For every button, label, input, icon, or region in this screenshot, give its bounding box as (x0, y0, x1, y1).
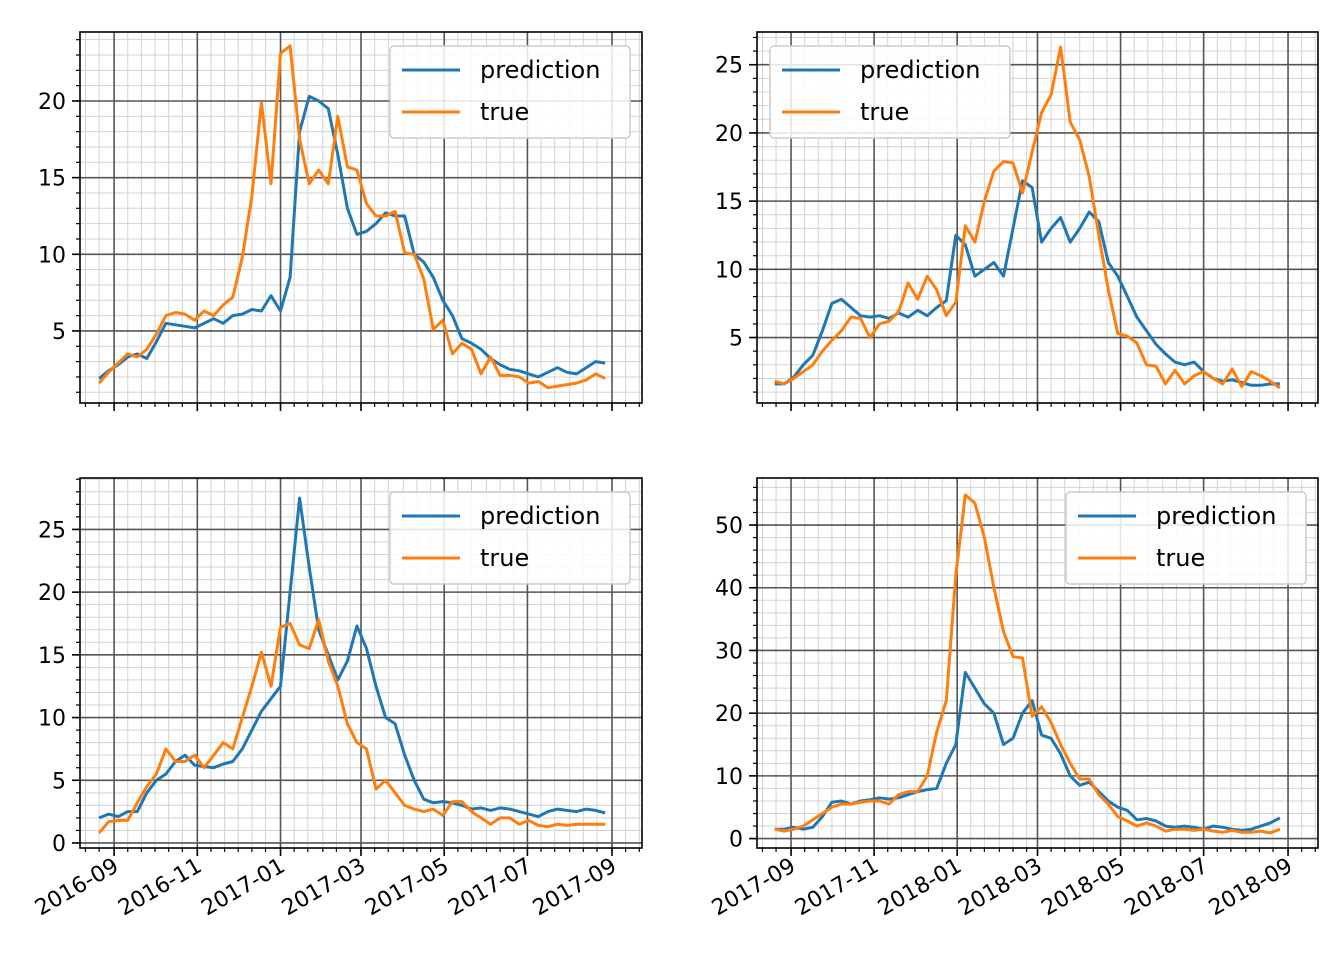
series-line-true (97, 618, 606, 834)
ytick-label: 10 (38, 243, 66, 268)
series-line-true (97, 44, 606, 390)
ytick-label: 25 (38, 518, 66, 543)
legend: prediction true (389, 491, 631, 585)
ytick-label: 50 (715, 514, 743, 539)
xtick-label: 2018-09 (1205, 854, 1297, 922)
ytick-label: 40 (715, 577, 743, 602)
ytick-label: 20 (38, 581, 66, 606)
series-line-prediction (98, 94, 606, 380)
ytick-label: 5 (52, 320, 66, 345)
legend: prediction true (769, 45, 1011, 139)
xtick-label: 2017-07 (444, 854, 536, 922)
series-line-true (774, 493, 1281, 835)
ytick-label: 20 (715, 122, 743, 147)
axes-frame (79, 31, 643, 404)
xtick-label: 2016-09 (31, 854, 123, 922)
ytick-label: 5 (52, 769, 66, 794)
legend: prediction true (1065, 491, 1307, 585)
xtick-label: 2016-11 (114, 854, 206, 922)
major-grid: 5 10 15 20 25 (715, 32, 1318, 411)
series-line-prediction (774, 179, 1280, 387)
ytick-label: 0 (729, 828, 743, 853)
xtick-label: 2017-05 (361, 854, 453, 922)
subplot-1: 5 10 15 20 prediction true (38, 31, 643, 411)
xtick-label: 2017-09 (708, 854, 800, 922)
xtick-label: 2018-05 (1037, 854, 1129, 922)
xtick-label: 2017-03 (278, 854, 370, 922)
ytick-label: 20 (38, 90, 66, 115)
ytick-label: 10 (715, 258, 743, 283)
axes-frame (756, 31, 1319, 404)
ytick-label: 10 (38, 707, 66, 732)
ytick-label: 15 (38, 644, 66, 669)
legend-label-true: true (480, 544, 529, 572)
legend-label-prediction: prediction (860, 56, 980, 84)
ytick-label: 0 (52, 832, 66, 857)
legend-label-true: true (1156, 544, 1205, 572)
xtick-label: 2017-11 (791, 854, 883, 922)
legend-label-prediction: prediction (1156, 502, 1276, 530)
xtick-label: 2017-09 (529, 854, 621, 922)
xtick-label: 2018-03 (954, 854, 1046, 922)
legend-label-true: true (860, 98, 909, 126)
ytick-label: 10 (715, 765, 743, 790)
ytick-label: 20 (715, 702, 743, 727)
ytick-label: 5 (729, 327, 743, 352)
legend-label-true: true (480, 98, 529, 126)
legend-label-prediction: prediction (480, 56, 600, 84)
axes-frame (756, 477, 1319, 849)
xtick-label: 2018-07 (1121, 854, 1213, 922)
xtick-label: 2017-01 (197, 854, 289, 922)
series-line-true (774, 45, 1281, 390)
axes-frame (79, 477, 643, 849)
ytick-label: 15 (715, 190, 743, 215)
subplot-3: 2016-092016-112017-012017-032017-052017-… (31, 477, 643, 922)
legend: prediction true (389, 45, 631, 139)
ytick-label: 30 (715, 639, 743, 664)
subplot-2: 5 10 15 20 25 prediction true (715, 31, 1319, 411)
xtick-label: 2018-01 (874, 854, 966, 922)
ytick-label: 15 (38, 167, 66, 192)
series-line-prediction (98, 496, 606, 820)
ytick-label: 25 (715, 54, 743, 79)
subplot-4: 2017-092017-112018-012018-032018-052018-… (708, 477, 1319, 922)
legend-label-prediction: prediction (480, 502, 600, 530)
